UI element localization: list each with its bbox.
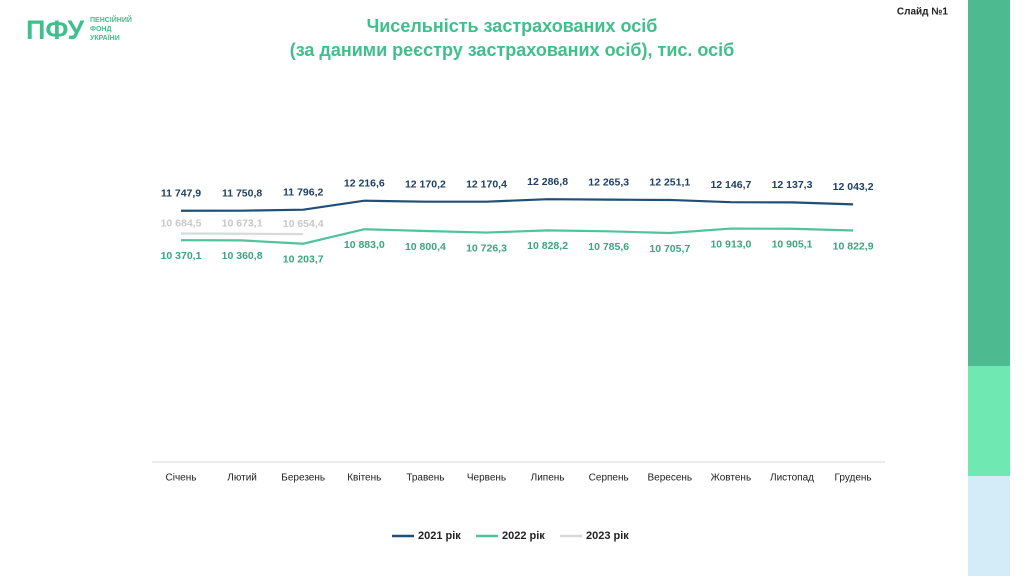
data-label: 12 265,3: [588, 176, 629, 188]
side-strip: [968, 0, 1010, 366]
x-tick-label: Квітень: [347, 473, 381, 484]
series-line: [180, 232, 304, 236]
data-label: 10 654,4: [283, 218, 324, 230]
data-label: 12 216,6: [344, 177, 385, 189]
legend-label: 2022 рік: [502, 530, 545, 542]
chart-subtitle: (за даними реєстру застрахованих осіб), …: [290, 40, 735, 60]
data-label: 10 905,1: [772, 239, 813, 251]
data-label: 12 170,4: [466, 178, 507, 190]
logo-mark: ПФУ: [26, 15, 85, 45]
x-tick-label: Лютий: [227, 473, 257, 484]
side-strip: [968, 476, 1010, 576]
data-label: 10 726,3: [466, 242, 507, 254]
x-tick-label: Вересень: [647, 473, 692, 484]
x-tick-label: Серпень: [589, 473, 629, 484]
x-tick-label: Жовтень: [711, 473, 752, 484]
data-label: 12 137,3: [772, 179, 813, 191]
x-tick-label: Березень: [281, 473, 325, 484]
data-label: 12 043,2: [833, 181, 874, 193]
data-label: 10 684,5: [161, 217, 202, 229]
data-label: 11 747,9: [161, 188, 201, 200]
x-tick-label: Січень: [166, 473, 197, 484]
x-tick-label: Грудень: [835, 473, 872, 484]
x-tick-label: Липень: [531, 473, 565, 484]
legend-label: 2023 рік: [586, 530, 629, 542]
x-tick-label: Червень: [467, 473, 506, 484]
side-strip: [968, 366, 1010, 476]
data-label: 11 796,2: [283, 186, 323, 198]
data-label: 10 800,4: [405, 241, 446, 253]
data-label: 10 828,2: [527, 240, 568, 252]
data-label: 12 170,2: [405, 178, 446, 190]
data-label: 10 913,0: [710, 238, 751, 250]
x-tick-label: Листопад: [770, 473, 814, 484]
data-label: 12 286,8: [527, 176, 568, 188]
chart-title: Чисельність застрахованих осіб: [367, 16, 658, 36]
logo-text: ФОНД: [90, 26, 111, 33]
data-label: 10 785,6: [588, 241, 629, 253]
series-line: [180, 227, 854, 245]
legend-label: 2021 рік: [418, 530, 461, 542]
data-label: 10 822,9: [833, 240, 874, 252]
data-label: 12 251,1: [649, 177, 690, 189]
data-label: 10 360,8: [222, 250, 263, 262]
data-label: 12 146,7: [710, 179, 751, 191]
logo-text: ПЕНСІЙНИЙ: [90, 15, 132, 24]
series-line: [180, 198, 854, 212]
data-label: 10 883,0: [344, 239, 385, 251]
data-label: 10 203,7: [283, 254, 324, 266]
data-label: 10 370,1: [161, 250, 202, 262]
data-label: 10 673,1: [222, 217, 263, 229]
data-label: 11 750,8: [222, 187, 262, 199]
data-label: 10 705,7: [649, 243, 690, 255]
x-tick-label: Травень: [406, 473, 444, 484]
logo-text: УКРАЇНИ: [90, 34, 120, 42]
slide-number: Слайд №1: [897, 7, 949, 18]
